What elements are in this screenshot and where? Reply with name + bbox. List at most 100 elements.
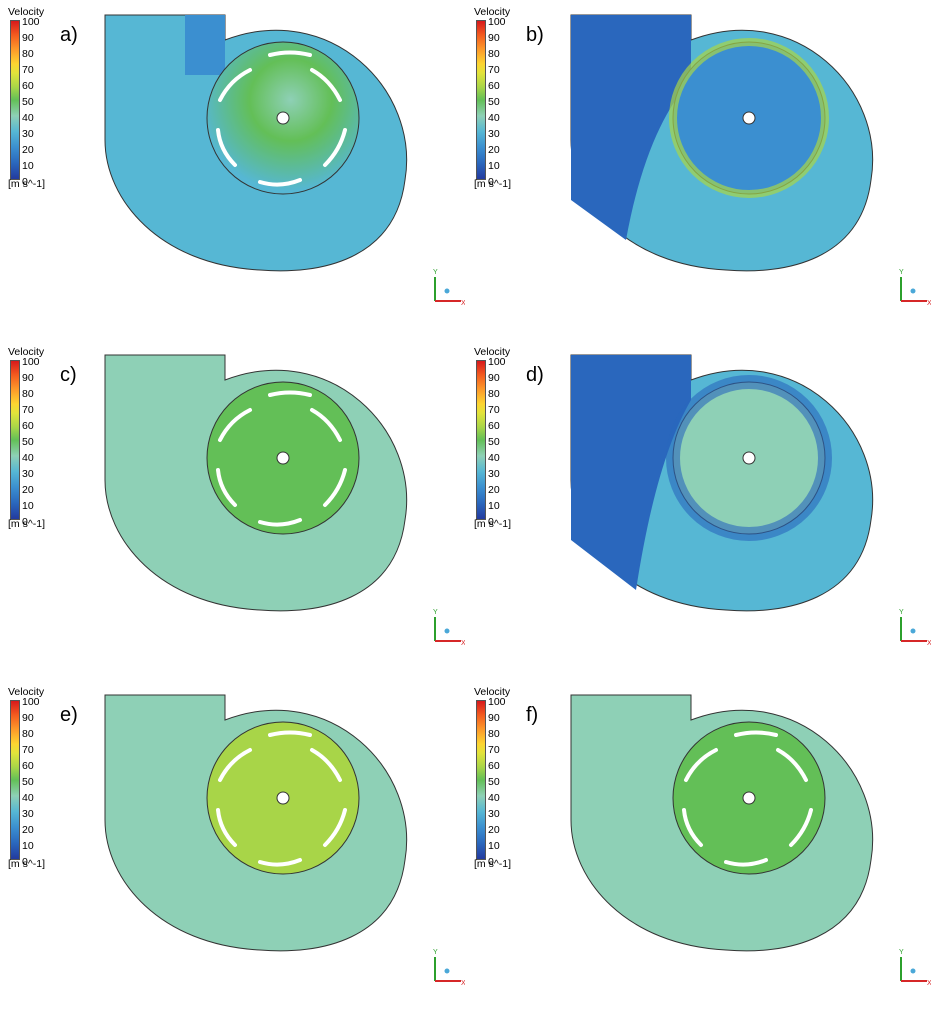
tick-label: 40 [22,792,34,804]
hub [742,791,756,805]
tick-label: 30 [488,808,500,820]
velocity-legend: Velocity 100 90 80 70 60 50 40 30 20 10 … [8,346,68,536]
tick-label: 20 [488,144,500,156]
tick-label: 80 [488,388,500,400]
x-axis-label: X [461,300,465,307]
axis-triad: Y X [899,949,931,987]
tick-label: 80 [22,728,34,740]
y-axis-label: Y [433,609,438,616]
tick-label: 60 [22,420,34,432]
tick-label: 50 [488,776,500,788]
panel-label: e) [60,704,78,726]
panel-a: Velocity 100 90 80 70 60 50 40 30 20 10 … [0,0,465,339]
panel-f: Velocity 100 90 80 70 60 50 40 30 20 10 … [466,680,931,1019]
y-axis-label: Y [899,949,904,956]
legend-units: [m s^-1] [8,178,46,190]
tick-label: 30 [488,128,500,140]
panel-c: Velocity 100 90 80 70 60 50 40 30 20 10 … [0,340,465,679]
tick-label: 70 [22,744,34,756]
tick-label: 60 [22,80,34,92]
panel-label: a) [60,24,78,46]
tick-label: 80 [22,388,34,400]
hub [742,111,756,125]
tick-label: 20 [22,484,34,496]
y-axis-label: Y [433,269,438,276]
tick-label: 0 [22,516,28,528]
tick-label: 90 [488,712,500,724]
tick-label: 10 [22,500,34,512]
hub [276,111,290,125]
tick-label: 80 [488,48,500,60]
y-axis-label: Y [899,609,904,616]
flow-domain [104,694,408,952]
tick-label: 70 [22,404,34,416]
panel-d: Velocity 100 90 80 70 60 50 40 30 20 10 … [466,340,931,679]
flow-domain [104,354,408,612]
tick-label: 50 [22,436,34,448]
tick-label: 40 [488,112,500,124]
tick-label: 30 [22,808,34,820]
hub [742,451,756,465]
tick-label: 60 [488,420,500,432]
colorbar [476,360,486,520]
tick-label: 10 [22,840,34,852]
tick-label: 0 [488,856,494,868]
velocity-legend: Velocity 100 90 80 70 60 50 40 30 20 10 … [8,6,68,196]
tick-label: 60 [488,760,500,772]
blades [216,390,347,527]
flow-domain [104,14,408,272]
tick-label: 20 [488,484,500,496]
tick-label: 70 [488,404,500,416]
panel-label: c) [60,364,77,386]
tick-label: 100 [488,356,506,368]
tick-label: 90 [22,372,34,384]
tick-label: 0 [488,516,494,528]
legend-units: [m s^-1] [474,518,512,530]
tick-label: 50 [22,776,34,788]
blades [216,730,347,867]
axis-triad: Y X [433,269,465,307]
tick-label: 40 [22,452,34,464]
x-axis-label: X [927,980,931,987]
tick-label: 0 [488,176,494,188]
velocity-legend: Velocity 100 90 80 70 60 50 40 30 20 10 … [8,686,68,876]
panel-e: Velocity 100 90 80 70 60 50 40 30 20 10 … [0,680,465,1019]
axis-triad: Y X [899,609,931,647]
inlet-dark-region [571,355,691,590]
tick-label: 20 [22,144,34,156]
hub [276,791,290,805]
tick-label: 70 [22,64,34,76]
x-axis-label: X [927,640,931,647]
tick-label: 0 [22,856,28,868]
tick-label: 30 [488,468,500,480]
colorbar [10,20,20,180]
tick-label: 80 [22,48,34,60]
legend-title: Velocity [474,686,511,698]
tick-label: 50 [22,96,34,108]
legend-units: [m s^-1] [474,858,512,870]
legend-units: [m s^-1] [474,178,512,190]
panel-label: f) [526,704,539,726]
tick-label: 10 [488,500,500,512]
tick-label: 70 [488,64,500,76]
tick-label: 90 [22,32,34,44]
axis-triad: Y X [433,949,465,987]
tick-label: 30 [22,468,34,480]
x-axis-label: X [461,980,465,987]
axis-triad: Y X [433,609,465,647]
colorbar [476,700,486,860]
tick-label: 90 [488,32,500,44]
velocity-legend: Velocity 100 90 80 70 60 50 40 30 20 10 … [474,686,534,876]
blades [216,50,347,187]
legend-title: Velocity [8,6,45,18]
tick-label: 40 [488,792,500,804]
y-axis-label: Y [899,269,904,276]
tick-label: 20 [22,824,34,836]
tick-label: 100 [22,356,40,368]
tick-label: 80 [488,728,500,740]
panel-b: Velocity 100 90 80 70 60 50 40 30 20 10 … [466,0,931,339]
velocity-legend: Velocity 100 90 80 70 60 50 40 30 20 10 … [474,346,534,536]
tick-label: 100 [488,696,506,708]
tick-label: 40 [22,112,34,124]
axis-triad: Y X [899,269,931,307]
